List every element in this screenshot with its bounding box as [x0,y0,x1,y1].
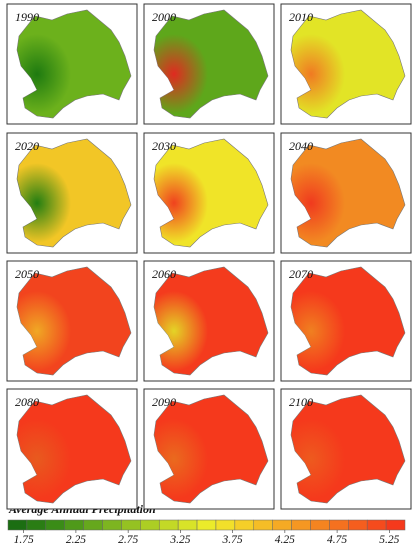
legend-swatch [215,519,236,531]
legend-tick-label: 2.25 [66,534,86,546]
panel-year: 2100 [289,395,313,409]
map-panel: 2090 [143,388,275,510]
panel-year: 2030 [152,139,176,153]
panel-year: 2010 [289,10,313,24]
map-panel: 1990 [6,3,138,125]
legend-swatch [385,519,406,531]
map-panel: 2080 [6,388,138,510]
legend-swatch [177,519,198,531]
legend-swatch [291,519,311,531]
legend-tick-label: 4.75 [327,534,347,546]
map-panel: 2000 [143,3,275,125]
legend-tick-label: 4.25 [275,534,295,546]
legend-swatch [140,519,160,531]
legend-swatch [272,519,292,531]
legend-swatch [7,519,28,531]
legend-swatch [121,519,141,531]
panel-year: 2040 [289,139,313,153]
legend-swatch [83,519,103,531]
legend-swatch [234,519,255,531]
legend-tick-label: 3.25 [169,534,190,546]
panel-year: 2050 [15,267,39,281]
legend-tick-label: 3.75 [222,534,243,546]
legend-swatch [26,519,47,531]
legend-tick-label: 2.75 [118,534,138,546]
legend-swatch [366,519,387,531]
panel-year: 2070 [289,267,313,281]
legend-swatch [196,519,217,531]
map-panel: 2010 [280,3,412,125]
legend-swatch [102,519,122,531]
legend-swatch [64,519,84,531]
panel-year: 2000 [152,10,176,24]
legend-swatch [253,519,273,531]
legend-tick-label: 1.75 [14,534,34,546]
panel-year: 2080 [15,395,39,409]
legend-swatch [310,519,330,531]
legend-tick-label: 5.25 [379,534,399,546]
map-panel: 2060 [143,260,275,382]
legend-swatch [45,519,65,531]
legend-swatch [158,519,179,531]
map-panel: 2040 [280,132,412,254]
map-panel: 2020 [6,132,138,254]
panel-year: 1990 [15,10,39,24]
map-panel: 2070 [280,260,412,382]
map-panel: 2100 [280,388,412,510]
panel-year: 2020 [15,139,39,153]
legend-swatch [348,519,368,531]
panel-year: 2090 [152,395,176,409]
map-panel: 2050 [6,260,138,382]
map-panel: 2030 [143,132,275,254]
legend-swatch [329,519,349,531]
panel-year: 2060 [152,267,176,281]
